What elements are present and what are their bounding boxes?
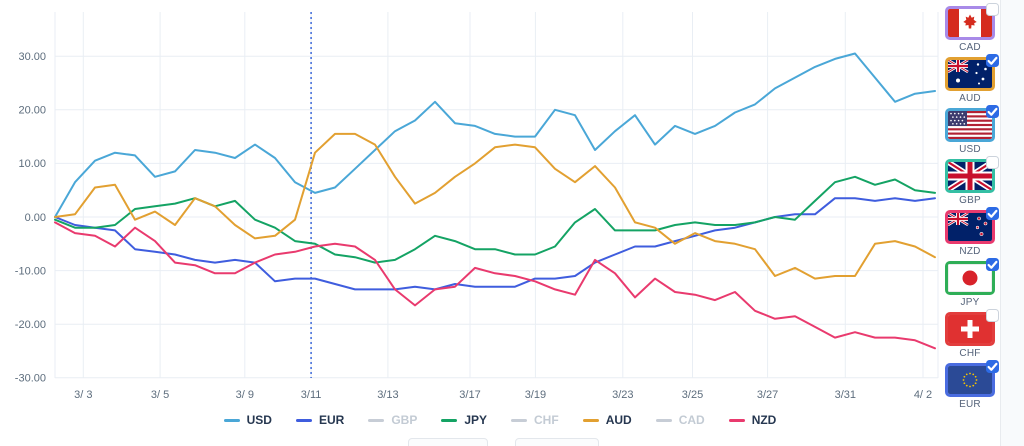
- legend-item-eur[interactable]: EUR: [295, 413, 345, 427]
- legend-marker: [441, 418, 458, 422]
- chart-svg: 30.00 20.00 10.00 0.00 -10.00 -20.00 -30.00 3/ …: [15, 12, 939, 401]
- currency-label: JPY: [960, 297, 980, 308]
- y-axis-label: -30.00: [15, 373, 46, 385]
- currency-label: EUR: [959, 399, 981, 410]
- currency-checkbox-checked[interactable]: [986, 258, 999, 271]
- x-axis-label: 3/13: [377, 389, 398, 401]
- legend-item-jpy[interactable]: JPY: [441, 413, 487, 427]
- nzd-flag-icon[interactable]: [945, 207, 999, 244]
- legend-label: USD: [246, 413, 272, 427]
- legend-label: AUD: [605, 413, 632, 427]
- currency-item-eur[interactable]: EUR: [945, 360, 999, 410]
- y-axis-label: -10.00: [15, 265, 46, 277]
- x-axis-label: 3/19: [525, 389, 546, 401]
- partial-button[interactable]: [408, 438, 488, 446]
- currency-label: AUD: [959, 93, 981, 104]
- y-axis-label: 30.00: [18, 51, 46, 63]
- series-line-usd: [54, 52, 936, 218]
- legend-marker: [728, 418, 745, 422]
- currency-item-chf[interactable]: CHF: [945, 309, 999, 359]
- currency-label: CAD: [959, 42, 981, 53]
- legend-item-aud[interactable]: AUD: [582, 413, 632, 427]
- currency-item-jpy[interactable]: JPY: [945, 258, 999, 308]
- legend-item-cad[interactable]: CAD: [655, 413, 705, 427]
- scrollbar-track[interactable]: [1001, 0, 1024, 446]
- eur-flag-icon[interactable]: [945, 360, 999, 397]
- currency-label: USD: [959, 144, 981, 155]
- legend-marker: [655, 418, 672, 422]
- currency-checkbox-checked[interactable]: [986, 207, 999, 220]
- currency-checkbox-checked[interactable]: [986, 105, 999, 118]
- legend-label: CAD: [678, 413, 705, 427]
- cad-flag-icon[interactable]: [945, 3, 999, 40]
- currency-label: CHF: [959, 348, 981, 359]
- y-axis-label: 10.00: [18, 158, 46, 170]
- currency-label: NZD: [959, 246, 981, 257]
- chart-legend: USD EUR GBP JPY CHF AUD CAD NZD: [0, 413, 1000, 427]
- currency-checkbox-checked[interactable]: [986, 54, 999, 67]
- series-line-aud: [54, 132, 936, 280]
- currency-checkbox-unchecked[interactable]: [986, 156, 999, 169]
- series-line-nzd: [54, 221, 936, 350]
- y-axis-label: -20.00: [15, 319, 46, 331]
- currency-item-aud[interactable]: AUD: [945, 54, 999, 104]
- x-axis-label: 3/27: [757, 389, 778, 401]
- currency-label: GBP: [959, 195, 981, 206]
- series-line-jpy: [54, 175, 936, 264]
- currency-panel: CAD AUD USD GBP NZD JPY CHF EUR: [940, 0, 1000, 410]
- currency-item-usd[interactable]: USD: [945, 105, 999, 155]
- gbp-flag-icon[interactable]: [945, 156, 999, 193]
- currency-checkbox-unchecked[interactable]: [986, 309, 999, 322]
- series-line-eur: [54, 197, 936, 291]
- y-axis-label: 0.00: [25, 212, 46, 224]
- currency-item-gbp[interactable]: GBP: [945, 156, 999, 206]
- usd-flag-icon[interactable]: [945, 105, 999, 142]
- legend-label: JPY: [464, 413, 488, 427]
- currency-item-cad[interactable]: CAD: [945, 3, 999, 53]
- legend-label: CHF: [534, 413, 559, 427]
- legend-marker: [295, 418, 312, 422]
- jpy-flag-icon[interactable]: [945, 258, 999, 295]
- currency-checkbox-unchecked[interactable]: [986, 3, 999, 16]
- legend-label: NZD: [751, 413, 777, 427]
- legend-label: EUR: [318, 413, 345, 427]
- partial-button[interactable]: [515, 438, 599, 446]
- x-axis-label: 3/31: [835, 389, 856, 401]
- legend-label: GBP: [391, 413, 418, 427]
- legend-marker: [368, 418, 385, 422]
- x-axis-label: 4/ 2: [914, 389, 932, 401]
- aud-flag-icon[interactable]: [945, 54, 999, 91]
- chart-canvas[interactable]: 30.00 20.00 10.00 0.00 -10.00 -20.00 -30.00 3/ …: [0, 0, 1000, 446]
- x-axis-label: 3/11: [301, 389, 322, 401]
- legend-marker: [582, 418, 599, 422]
- currency-checkbox-checked[interactable]: [986, 360, 999, 373]
- x-axis-label: 3/17: [459, 389, 480, 401]
- currency-item-nzd[interactable]: NZD: [945, 207, 999, 257]
- x-axis-label: 3/ 5: [151, 389, 169, 401]
- x-axis-label: 3/25: [682, 389, 703, 401]
- legend-marker: [223, 418, 240, 422]
- legend-item-nzd[interactable]: NZD: [728, 413, 777, 427]
- x-axis-label: 3/23: [612, 389, 633, 401]
- panel-divider: [1000, 0, 1001, 446]
- legend-item-usd[interactable]: USD: [223, 413, 272, 427]
- legend-item-chf[interactable]: CHF: [511, 413, 559, 427]
- chf-flag-icon[interactable]: [945, 309, 999, 346]
- x-axis-label: 3/ 3: [74, 389, 92, 401]
- x-axis-label: 3/ 9: [236, 389, 254, 401]
- legend-item-gbp[interactable]: GBP: [368, 413, 417, 427]
- legend-marker: [511, 418, 528, 422]
- y-axis-label: 20.00: [18, 105, 46, 117]
